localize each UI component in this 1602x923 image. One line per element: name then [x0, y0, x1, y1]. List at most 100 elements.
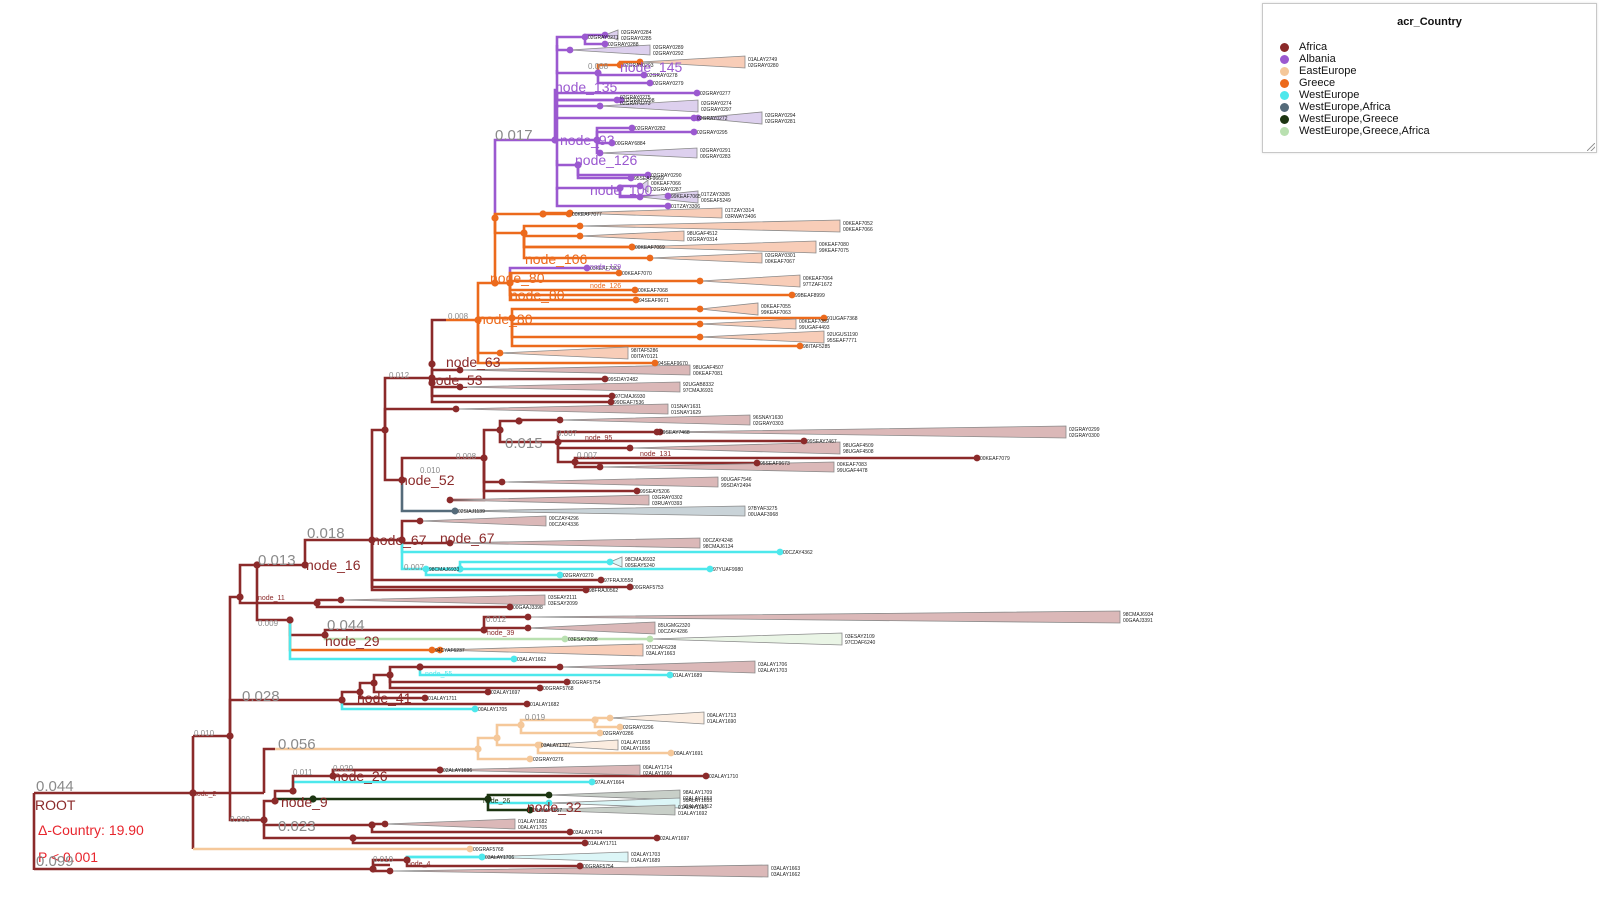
tree-node	[517, 721, 525, 729]
tree-tip	[653, 834, 661, 842]
tree-branch	[573, 461, 757, 465]
clade-node	[696, 305, 704, 313]
tree-node	[591, 716, 599, 724]
tree-node	[508, 314, 516, 322]
clade-node	[337, 596, 345, 604]
tree-node	[506, 279, 514, 287]
tip-label: 00KEAF7067	[765, 259, 795, 265]
collapsed-clade	[459, 364, 691, 376]
legend-item: Africa	[1280, 41, 1430, 53]
tree-node	[369, 865, 377, 873]
tip-label: 91UGAF7368	[827, 316, 858, 322]
clade-node	[596, 149, 604, 157]
clade-node	[496, 349, 504, 357]
tip-label: 00UAAF3968	[748, 512, 778, 518]
legend-label: Albania	[1299, 53, 1336, 65]
clade-node	[545, 799, 553, 807]
tip-label: 02GRAY0303	[753, 421, 784, 427]
node-label: node_41	[357, 690, 412, 706]
tip-label: 02GRAY0301	[765, 253, 796, 259]
tree-tip	[632, 296, 640, 304]
tree-node	[480, 626, 488, 634]
tree-tip	[597, 576, 605, 584]
tree-tip	[536, 684, 544, 692]
tree-node	[474, 316, 482, 324]
legend-swatch-icon	[1280, 54, 1289, 64]
tip-label: 92UGAB8332	[683, 382, 714, 388]
tree-tip	[596, 729, 604, 737]
legend-panel[interactable]: acr_Country Africa Albania EastEurope Greec…	[1262, 3, 1597, 153]
tree-tip	[556, 571, 564, 579]
collapsed-clade	[659, 425, 1067, 439]
legend-item: WestEurope	[1280, 89, 1430, 101]
tip-label: 96SNAY1630	[753, 415, 783, 421]
tip-label: 02GRAY0271	[588, 35, 619, 41]
tip-label: 00KEAF7083	[837, 462, 867, 468]
tip-label: 98ALAY1709	[683, 790, 712, 796]
tip-label: 99SEAY7467	[807, 439, 837, 445]
tree-branch	[495, 738, 538, 747]
root-branch-length: 0.044	[36, 778, 74, 795]
tree-branch	[388, 675, 540, 690]
tree-branch	[482, 615, 528, 630]
branch-length-label: 0.009	[230, 815, 251, 824]
collapsed-clade	[609, 711, 705, 725]
tree-branch	[476, 281, 495, 320]
collapsed-clade	[459, 381, 681, 393]
tip-label: 99SDAY2482	[608, 377, 638, 383]
tip-label: 01ALAY1689	[673, 673, 702, 679]
node-label: node_126	[575, 152, 638, 168]
tree-node	[313, 599, 321, 607]
tree-tip	[800, 437, 808, 445]
tree-branch	[593, 720, 620, 729]
legend-swatch-icon	[1280, 126, 1289, 136]
resize-handle-icon[interactable]	[1587, 143, 1595, 151]
tree-tip	[693, 89, 701, 97]
branch-length-label: 0.008	[448, 312, 469, 321]
collapsed-clade	[631, 240, 817, 254]
tree-branch	[288, 620, 325, 637]
legend-title: acr_Country	[1397, 16, 1462, 28]
tree-branch	[482, 458, 502, 484]
branch-length-label: 0.044	[327, 617, 365, 634]
branch-length-label: 0.011	[293, 768, 313, 777]
tree-node	[574, 161, 582, 169]
tree-node	[329, 772, 337, 780]
node-label: node_80	[490, 270, 545, 286]
node-label: node_131	[640, 451, 671, 458]
tree-node	[551, 136, 559, 144]
tree-branch	[555, 45, 570, 52]
legend-item: WestEurope,Africa	[1280, 101, 1430, 113]
clade-node	[596, 463, 604, 471]
clade-node	[636, 182, 644, 190]
branch-length-label: 0.028	[242, 688, 280, 705]
legend-item: EastEurope	[1280, 65, 1430, 77]
node-label: node_129	[590, 264, 621, 271]
clade-node	[556, 416, 564, 424]
tree-tip	[526, 755, 534, 763]
node-label: node_106	[525, 251, 588, 267]
tip-label: 99SEAY5206	[640, 489, 670, 495]
tip-label: 02GRAY0278	[647, 73, 678, 79]
tree-tip	[646, 79, 654, 87]
branch-length-label: 0.015	[505, 435, 543, 452]
branch-length-label: 0.012	[389, 371, 410, 380]
tip-label: 02GRAY0273	[620, 101, 651, 107]
clade-node	[556, 663, 564, 671]
collapsed-clade	[419, 515, 547, 527]
tree-tip	[421, 694, 429, 702]
tip-label: 02GRAY0281	[765, 119, 796, 125]
tip-label: 00GRAF5754	[570, 680, 601, 686]
clade-node	[596, 102, 604, 110]
collapsed-clade	[649, 632, 843, 646]
clade-node	[446, 496, 454, 504]
clade-node	[545, 791, 553, 799]
collapsed-clade	[449, 494, 650, 506]
clade-node	[566, 46, 574, 54]
tip-label: 99SDAY2494	[721, 483, 751, 489]
tip-label: 00KEAF7069	[635, 245, 665, 251]
tip-label: 97YUAF9980	[713, 567, 743, 573]
clade-node	[606, 558, 614, 566]
